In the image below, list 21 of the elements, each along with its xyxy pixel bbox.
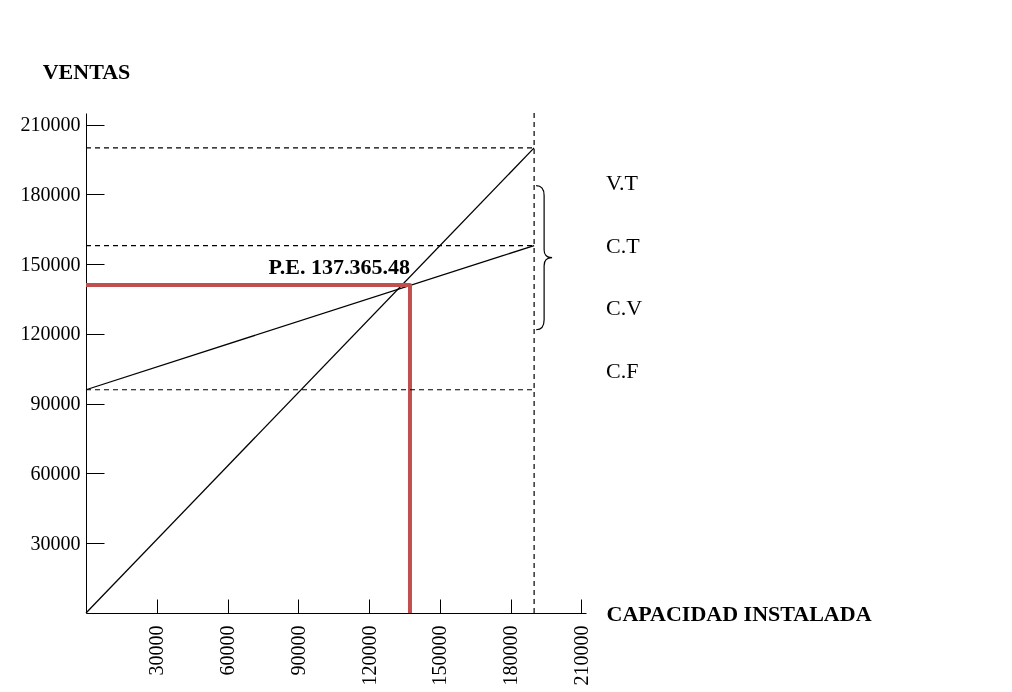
text: C.F (606, 357, 639, 383)
y-tick-label: 150000 (20, 252, 81, 275)
x-tick-label: 150000 (428, 625, 451, 686)
x-tick-label: 120000 (357, 625, 380, 686)
x-tick-label: 30000 (145, 625, 168, 676)
y-tick-label: 60000 (30, 461, 81, 484)
y-tick-label: 180000 (20, 182, 81, 205)
y-axis-title: VENTAS (42, 58, 131, 84)
annotation: P.E. 137.365.48 (268, 254, 410, 280)
x-tick-label: 60000 (216, 625, 239, 676)
y-tick-label: 120000 (20, 322, 81, 345)
x-tick-label: 180000 (499, 625, 522, 686)
x-tick-label: 210000 (569, 625, 592, 686)
text: C.T (606, 232, 641, 258)
x-axis-title: CAPACIDAD INSTALADA (606, 600, 872, 626)
y-tick-label: 210000 (20, 113, 81, 136)
x-tick-label: 90000 (286, 625, 309, 676)
text: C.V (606, 295, 643, 320)
y-tick-label: 90000 (30, 392, 81, 415)
text: V.T (606, 170, 639, 195)
y-tick-label: 30000 (30, 531, 81, 554)
